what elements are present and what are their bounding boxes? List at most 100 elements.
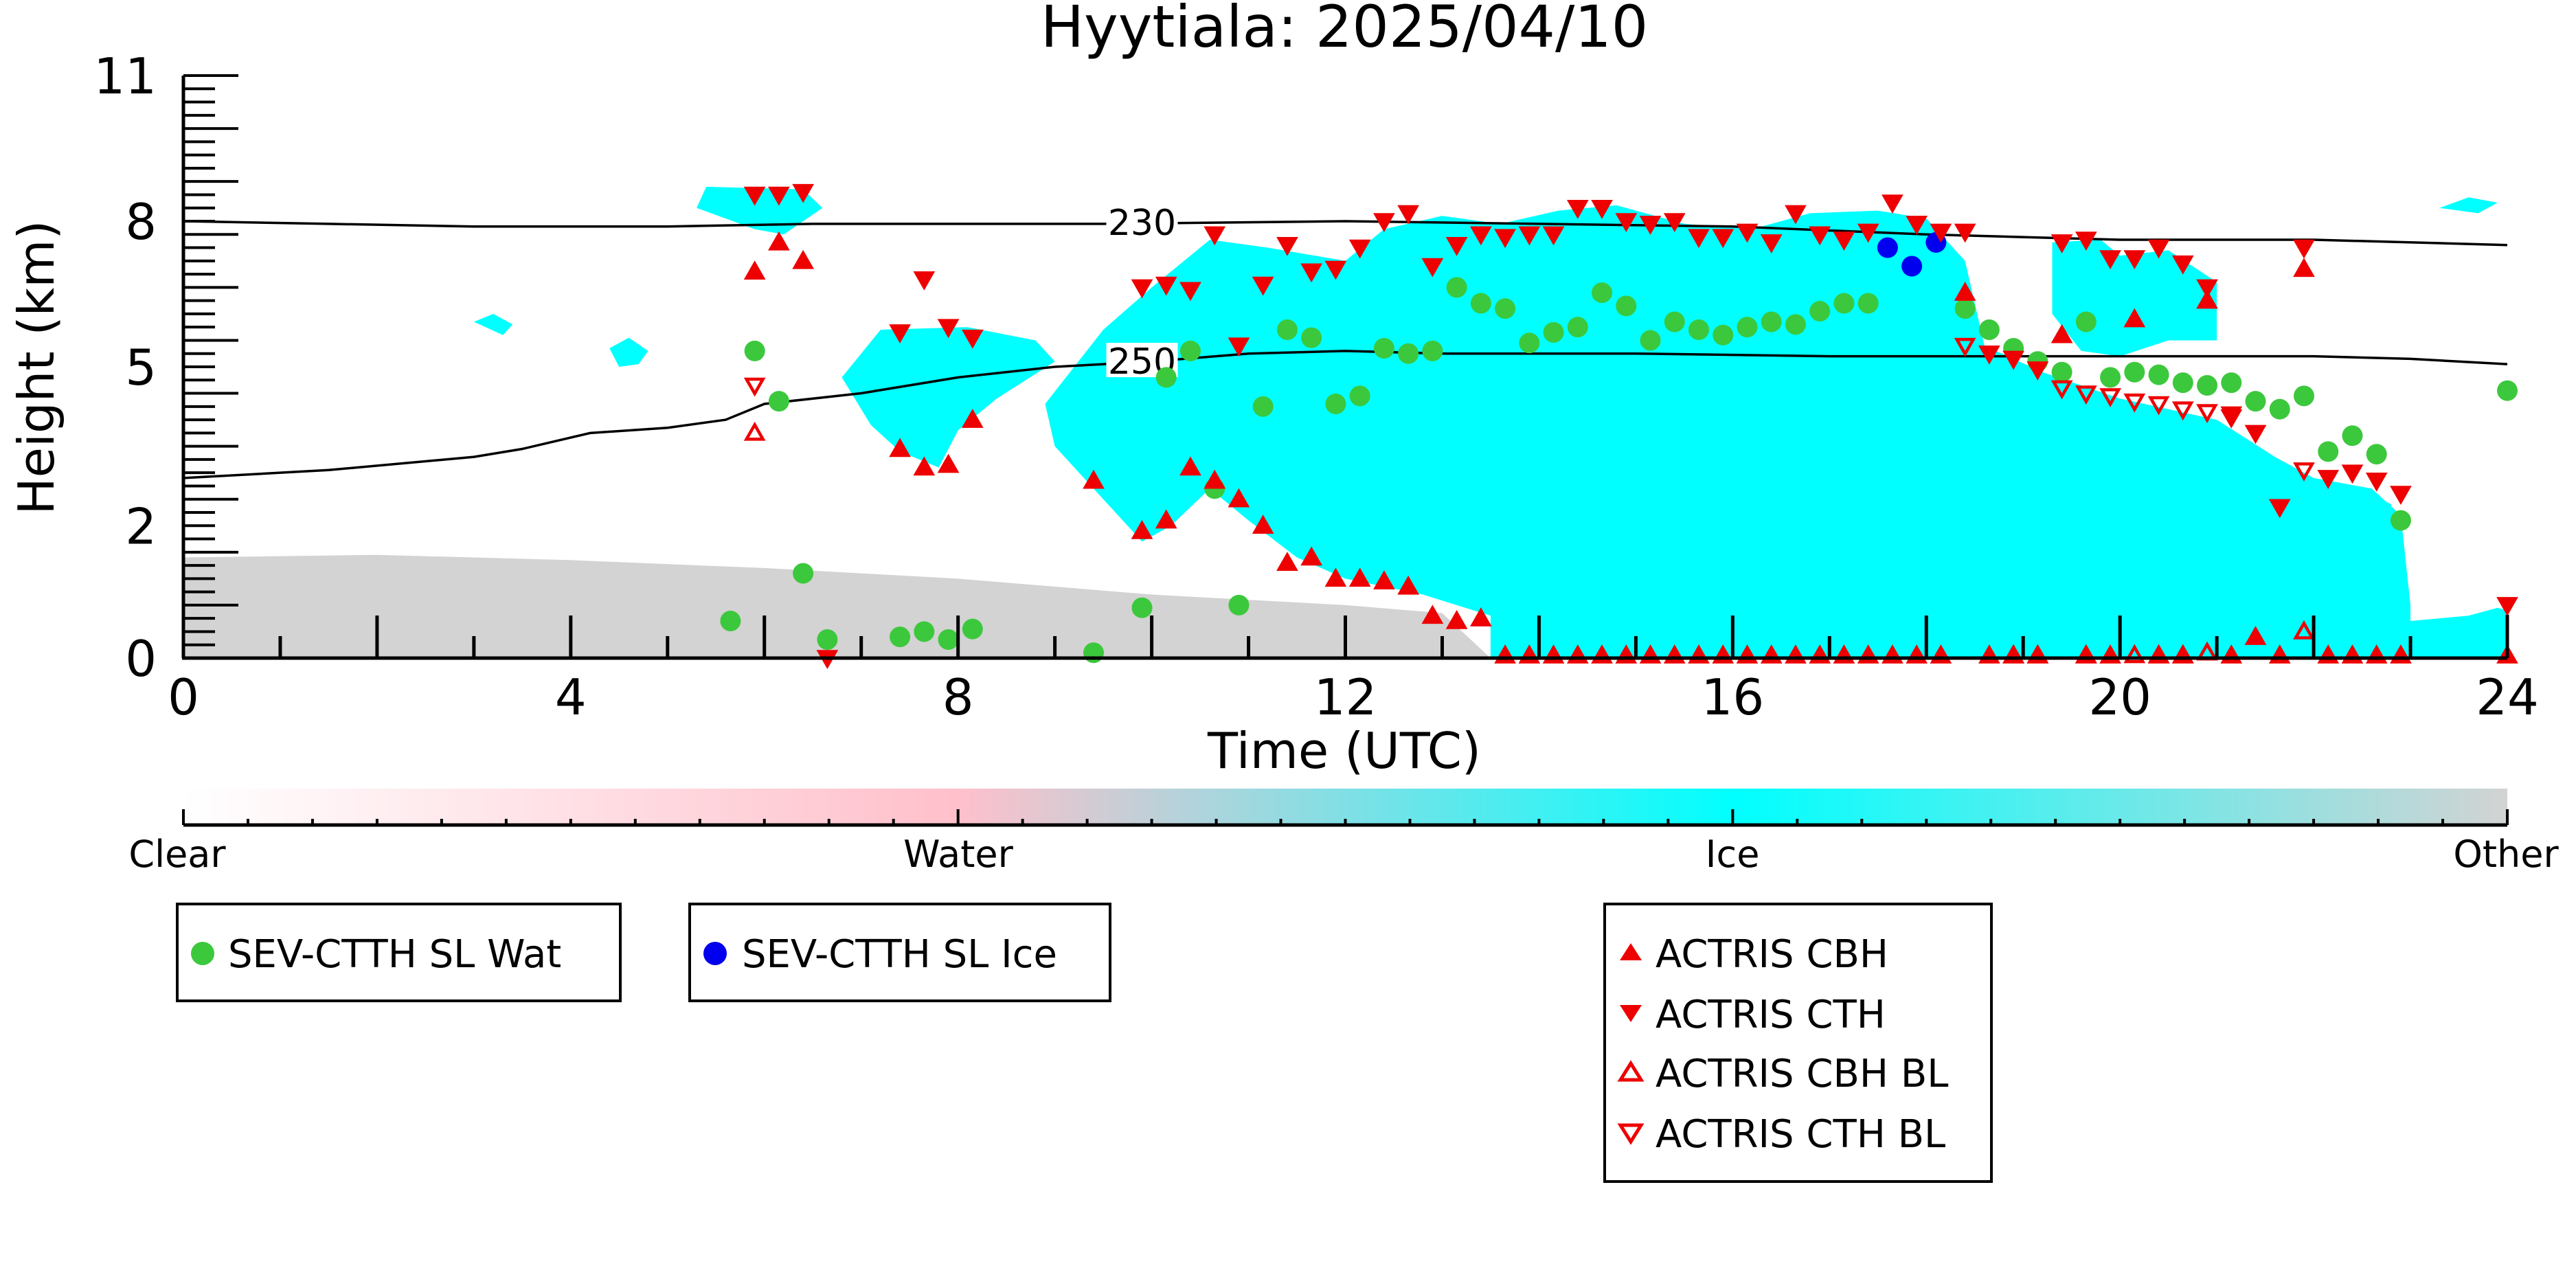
y-tick-label: 11 <box>93 47 157 105</box>
sev-ctth-sl-wat-point <box>2051 361 2072 383</box>
sev-ctth-sl-wat-point <box>1301 327 1322 348</box>
actris-cbh-point <box>1373 570 1395 589</box>
sev-ctth-sl-wat-point <box>2497 380 2518 401</box>
actris-cth-point <box>1639 216 1662 235</box>
sev-ctth-sl-wat-point <box>768 391 789 412</box>
actris-cth-bl-point <box>2075 385 2097 405</box>
actris-cth-point <box>1760 234 1783 253</box>
actris-cth-point <box>1228 337 1250 357</box>
sev-ctth-sl-wat-point <box>2172 372 2193 394</box>
legend-marker-actris-cth <box>1620 1005 1642 1022</box>
actris-cth-point <box>1978 345 2000 365</box>
actris-cth-point <box>2390 486 2412 506</box>
actris-cth-point <box>1469 226 1492 246</box>
actris-cth-point <box>1712 229 1735 249</box>
axes: 0 4 8 12 16 20 24 0 2 5 8 11 <box>93 47 2538 726</box>
actris-cth-point <box>1421 258 1444 278</box>
sev-ctth-sl-wat-point <box>938 629 959 651</box>
cloud-type-background <box>183 186 2507 658</box>
actris-cbh-point <box>1445 610 1468 629</box>
sev-ctth-sl-wat-point <box>1276 319 1298 341</box>
actris-cth-bl-point <box>743 377 766 397</box>
sev-ctth-sl-wat-point <box>2342 425 2363 447</box>
ice-region-late-low <box>2410 607 2507 658</box>
actris-cth-point <box>1688 229 1710 249</box>
actris-cth-bl-point <box>2050 380 2073 400</box>
sev-ctth-sl-wat-point <box>1131 597 1153 618</box>
actris-cth-bl-point <box>2220 409 2243 429</box>
contour-line <box>183 350 2507 479</box>
actris-cbh-point <box>2196 289 2218 309</box>
sev-ctth-sl-ice-point <box>1877 237 1898 258</box>
legend-box <box>1603 903 1993 1183</box>
x-tick-label: 12 <box>1314 668 1377 726</box>
actris-cbh-point <box>1469 607 1492 626</box>
actris-cbh-point <box>1421 605 1444 624</box>
actris-cth-point <box>2244 425 2267 444</box>
actris-cth-bl-point <box>2147 396 2170 416</box>
actris-cth-bl-point <box>2293 462 2315 482</box>
actris-cbh-point <box>1300 546 1323 566</box>
actris-cth-point <box>1179 282 1201 302</box>
plot-area <box>183 186 2507 658</box>
actris-cbh-bl-point <box>2075 644 2097 664</box>
legend-label-actris-cbh: ACTRIS CBH <box>1656 932 1888 977</box>
colorbar: Clear Water Ice Other <box>128 789 2559 876</box>
sev-ctth-sl-wat-point <box>2318 441 2339 462</box>
sev-ctth-sl-ice-point <box>1901 256 1923 277</box>
sev-ctth-sl-wat-point <box>793 563 814 584</box>
legend-actris: ACTRIS CBH ACTRIS CTH ACTRIS CBH BL ACTR… <box>1603 903 1993 1183</box>
sev-ctth-sl-wat-point <box>1616 295 1637 317</box>
actris-cth-point <box>1252 276 1274 296</box>
x-ticks: 0 4 8 12 16 20 24 <box>168 615 2539 726</box>
actris-cbh-point <box>889 438 911 457</box>
actris-cbh-bl-point <box>2123 644 2146 664</box>
sev-ctth-sl-wat-point <box>1857 293 1879 314</box>
other-region-lowlevel <box>183 554 1491 658</box>
actris-cbh-point <box>1954 282 1976 301</box>
actris-cbh-point <box>1179 456 1201 476</box>
legend-label-actris-cth: ACTRIS CTH <box>1656 993 1886 1037</box>
sev-ctth-sl-wat-point <box>1592 282 1613 304</box>
legend-sev-wat: SEV-CTTH SL Wat <box>176 903 622 1002</box>
actris-cth-point <box>1494 229 1516 249</box>
actris-cth-point <box>1445 236 1468 256</box>
sev-ctth-sl-wat-point <box>2390 510 2411 531</box>
x-tick-label: 16 <box>1702 668 1765 726</box>
legend-label-actris-cbh-bl: ACTRIS CBH BL <box>1656 1052 1948 1096</box>
sev-ctth-sl-wat-point <box>1252 396 1274 417</box>
actris-cth-point <box>1373 213 1395 233</box>
sev-ctth-sl-wat-point <box>1833 293 1855 314</box>
legend-label-sev-wat: SEV-CTTH SL Wat <box>228 932 561 977</box>
actris-cth-point <box>1131 279 1153 299</box>
colorbar-label-ice: Ice <box>1706 833 1760 876</box>
colorbar-ticks <box>182 809 2509 825</box>
actris-cth-point <box>1204 226 1226 246</box>
actris-cth-point <box>2002 350 2024 370</box>
sev-ctth-sl-wat-point <box>1179 340 1201 361</box>
y-ticks: 0 2 5 8 11 <box>93 47 238 688</box>
actris-cth-point <box>1736 223 1759 243</box>
sev-ctth-sl-wat-point <box>1640 330 1661 351</box>
sev-ctth-sl-wat-point <box>2221 372 2242 394</box>
ice-region-scrap-2 <box>473 313 513 335</box>
sev-ctth-sl-wat-point <box>1664 311 1685 332</box>
actris-cth-point <box>1809 226 1831 246</box>
actris-cbh-point <box>2050 324 2073 343</box>
sev-ctth-sl-wat-point <box>744 340 765 361</box>
actris-cth-point <box>1300 263 1323 283</box>
legend-box <box>688 903 1111 1002</box>
actris-cbh-point <box>1155 509 1177 529</box>
actris-cbh-point <box>2123 308 2146 328</box>
sev-ctth-sl-wat-point <box>1567 317 1588 338</box>
actris-cth-point <box>913 271 936 291</box>
colorbar-label-clear: Clear <box>128 833 226 876</box>
sev-ctth-sl-wat-point <box>890 626 911 648</box>
actris-cth-point <box>1324 260 1347 280</box>
sev-ctth-sl-wat-point <box>1809 301 1831 322</box>
actris-cth-point <box>2196 279 2218 299</box>
y-tick-label: 5 <box>125 339 157 396</box>
actris-cbh-point <box>1276 552 1298 571</box>
sev-ctth-sl-wat-point <box>1737 317 1758 338</box>
sev-ctth-sl-wat-point <box>1785 314 1806 335</box>
